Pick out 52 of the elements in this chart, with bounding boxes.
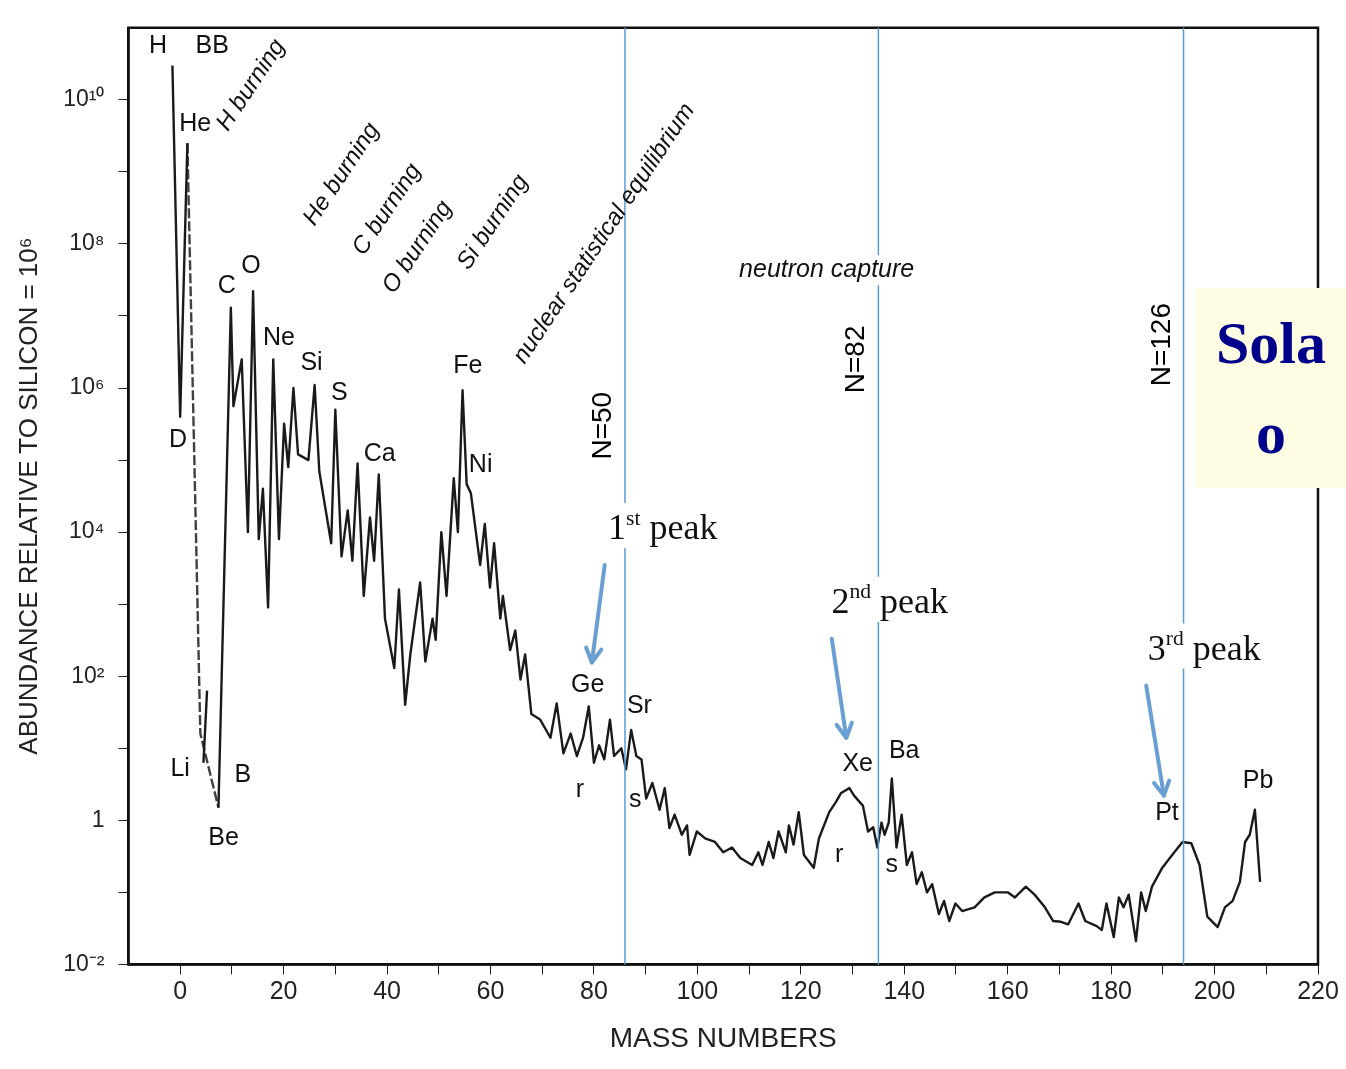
y-tick-label: 10⁻² xyxy=(63,949,105,976)
x-tick-label: 0 xyxy=(173,976,188,1005)
annotation: H xyxy=(148,29,167,58)
x-tick-label: 40 xyxy=(373,976,401,1005)
y-tick-label: 10⁶ xyxy=(69,373,105,400)
y-tick-label: 1 xyxy=(91,805,105,832)
annotation: BB xyxy=(195,29,229,58)
x-tick-label: 220 xyxy=(1297,976,1339,1005)
x-axis-title: MASS NUMBERS xyxy=(609,1021,837,1053)
annotation: Si xyxy=(300,347,323,376)
annotation: Fe xyxy=(453,350,483,379)
x-tick-label: 180 xyxy=(1090,976,1132,1005)
annotation: Sr xyxy=(626,690,652,719)
x-tick-label: 20 xyxy=(269,976,298,1005)
y-axis-title: ABUNDANCE RELATIVE TO SILICON = 10⁶ xyxy=(12,237,43,755)
annotation: Li xyxy=(170,753,190,782)
y-tick-label: 10⁸ xyxy=(69,229,105,256)
x-tick-label: 140 xyxy=(883,976,926,1005)
x-tick-label: 60 xyxy=(476,976,505,1005)
y-tick-label: 10¹⁰ xyxy=(63,85,105,112)
annotation: B xyxy=(234,759,252,788)
annotation: Be xyxy=(208,822,239,851)
annotation: Xe xyxy=(842,748,873,777)
x-tick-label: 200 xyxy=(1193,976,1236,1005)
annotation: D xyxy=(169,423,188,452)
annotation: Ge xyxy=(571,668,605,697)
x-tick-label: 120 xyxy=(779,976,822,1005)
x-tick-label: 80 xyxy=(580,976,608,1005)
annotation: C xyxy=(217,269,236,298)
annotation: He xyxy=(179,108,212,137)
annotation: neutron capture xyxy=(739,254,915,283)
annotation: Ni xyxy=(468,449,493,478)
x-tick-label: 100 xyxy=(676,976,719,1005)
annotation: Sola xyxy=(1214,309,1327,378)
annotation: s xyxy=(885,848,899,877)
annotation: S xyxy=(331,377,348,406)
annotation: Ba xyxy=(888,735,920,764)
annotation: Ca xyxy=(363,438,396,467)
annotation: N=50 xyxy=(585,391,617,460)
annotation: Ne xyxy=(262,321,295,350)
annotation: N=126 xyxy=(1144,303,1176,387)
y-tick-label: 10⁴ xyxy=(68,517,105,544)
x-tick-label: 160 xyxy=(986,976,1029,1005)
annotation: s xyxy=(629,784,642,813)
annotation: Pt xyxy=(1155,796,1179,825)
annotation: r xyxy=(575,774,585,803)
annotation: o xyxy=(1255,399,1287,468)
annotation: Pb xyxy=(1242,765,1274,793)
y-tick-label: 10² xyxy=(71,661,105,688)
annotation: N=82 xyxy=(839,325,871,394)
annotation: O xyxy=(241,249,261,278)
annotation: r xyxy=(834,838,844,867)
